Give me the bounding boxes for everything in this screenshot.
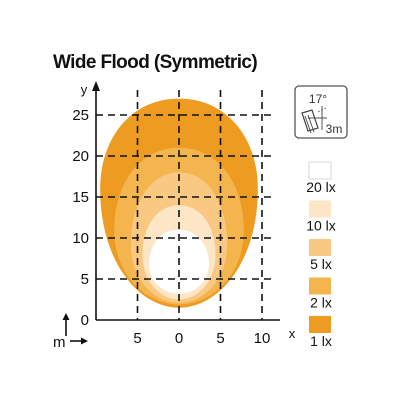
y-tick-label: 10 <box>72 230 89 247</box>
legend-swatch <box>309 316 331 333</box>
grid <box>96 90 272 320</box>
legend-label: 1 lx <box>310 333 332 349</box>
legend-swatch <box>309 277 331 295</box>
axes: 0 5 10 15 20 25 5 0 5 10 y x m <box>53 81 296 351</box>
legend-label: 20 lx <box>306 179 336 195</box>
legend-label: 2 lx <box>310 295 332 311</box>
beam-ray <box>317 107 327 113</box>
x-axis-letter: x <box>289 326 296 341</box>
y-axis-letter: y <box>81 82 88 97</box>
legend-swatch <box>308 161 332 180</box>
legend-swatch <box>309 200 331 218</box>
unit-label: m <box>53 334 66 351</box>
x-tick-label: 5 <box>216 330 224 347</box>
legend-label: 10 lx <box>306 218 336 234</box>
legend: 20 lx 10 lx 5 lx 2 lx 1 lx <box>306 161 336 349</box>
unit-arrow-up-head <box>62 313 70 320</box>
legend-swatch <box>309 239 331 256</box>
y-tick-label: 25 <box>72 107 89 124</box>
y-tick-label: 5 <box>81 271 89 288</box>
y-tick-label: 20 <box>72 148 89 165</box>
x-tick-label: 5 <box>133 330 141 347</box>
lamp-icon <box>307 114 315 133</box>
y-tick-label: 15 <box>72 189 89 206</box>
y-tick-label: 0 <box>81 312 89 329</box>
x-tick-label: 10 <box>254 330 271 347</box>
beam-distance-label: 3m <box>326 122 343 136</box>
unit-arrow-right-head <box>81 337 88 345</box>
beam-angle-icon: 17° 3m <box>294 85 348 139</box>
chart-title: Wide Flood (Symmetric) <box>53 52 258 73</box>
lamp-icon <box>301 109 319 132</box>
y-axis-arrow <box>92 81 100 91</box>
lamp-icon <box>304 115 312 134</box>
x-tick-label: 0 <box>175 330 183 347</box>
legend-label: 5 lx <box>310 256 332 272</box>
beam-angle-label: 17° <box>309 92 327 106</box>
